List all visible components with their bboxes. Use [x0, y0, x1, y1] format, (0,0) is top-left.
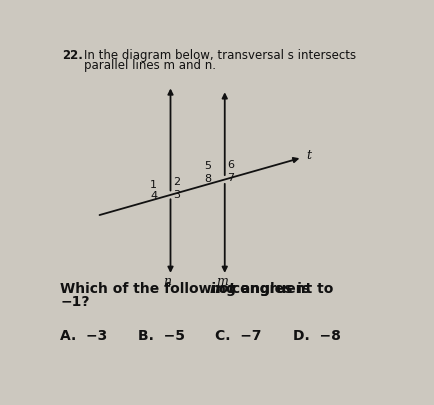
- Text: t: t: [306, 149, 311, 162]
- Text: D.  −8: D. −8: [293, 329, 341, 343]
- Text: 5: 5: [204, 162, 212, 171]
- Text: n: n: [163, 275, 171, 288]
- Text: B.  −5: B. −5: [138, 329, 185, 343]
- Text: 4: 4: [150, 191, 157, 201]
- Text: 6: 6: [227, 160, 234, 170]
- Text: C.  −7: C. −7: [215, 329, 262, 343]
- Text: congruent to: congruent to: [227, 282, 333, 296]
- Text: 7: 7: [227, 173, 234, 183]
- Text: Which of the following angles is: Which of the following angles is: [60, 282, 316, 296]
- Text: parallel lines m and n.: parallel lines m and n.: [84, 60, 216, 72]
- Text: m: m: [216, 275, 227, 288]
- Text: 2: 2: [173, 177, 180, 187]
- Text: In the diagram below, transversal s intersects: In the diagram below, transversal s inte…: [84, 49, 356, 62]
- Text: 22.: 22.: [62, 49, 83, 62]
- Text: not: not: [210, 282, 236, 296]
- Text: −1?: −1?: [60, 295, 90, 309]
- Text: A.  −3: A. −3: [60, 329, 108, 343]
- Text: 1: 1: [150, 180, 157, 190]
- Text: 8: 8: [204, 174, 212, 184]
- Text: 3: 3: [173, 190, 180, 200]
